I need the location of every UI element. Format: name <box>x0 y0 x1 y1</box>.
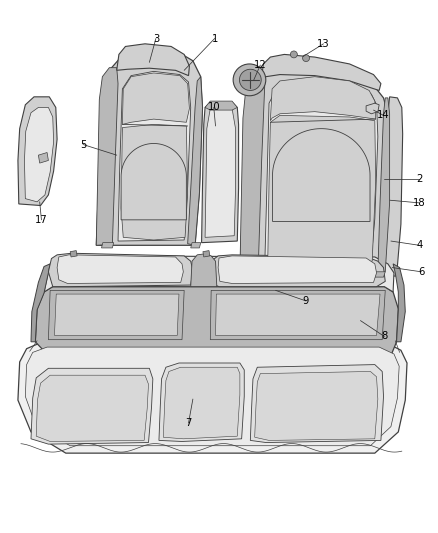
Polygon shape <box>159 363 244 441</box>
Polygon shape <box>378 98 390 272</box>
Polygon shape <box>163 367 240 439</box>
Polygon shape <box>218 256 377 284</box>
Polygon shape <box>191 254 217 287</box>
Text: 18: 18 <box>413 198 425 208</box>
Polygon shape <box>25 108 53 202</box>
Text: 5: 5 <box>80 140 86 150</box>
Polygon shape <box>96 68 118 245</box>
Polygon shape <box>54 294 179 335</box>
Polygon shape <box>251 365 384 442</box>
Polygon shape <box>57 255 184 284</box>
Text: 3: 3 <box>153 34 159 44</box>
Polygon shape <box>205 101 237 110</box>
Polygon shape <box>102 243 114 248</box>
Text: 1: 1 <box>212 34 218 44</box>
Text: 8: 8 <box>381 332 388 342</box>
Text: 14: 14 <box>377 110 390 120</box>
Polygon shape <box>268 115 376 264</box>
Polygon shape <box>31 368 153 444</box>
Polygon shape <box>70 251 77 257</box>
Polygon shape <box>31 264 50 342</box>
Polygon shape <box>44 256 394 292</box>
Ellipse shape <box>290 51 297 58</box>
Polygon shape <box>272 128 370 221</box>
Polygon shape <box>243 271 254 276</box>
Text: 13: 13 <box>317 39 330 49</box>
Polygon shape <box>205 109 236 237</box>
Polygon shape <box>270 77 376 120</box>
Polygon shape <box>203 251 210 257</box>
Polygon shape <box>117 44 189 76</box>
Polygon shape <box>36 375 148 441</box>
Text: 9: 9 <box>303 296 309 306</box>
Polygon shape <box>18 342 407 453</box>
Polygon shape <box>121 124 187 240</box>
Polygon shape <box>201 102 239 243</box>
Polygon shape <box>210 255 385 287</box>
Polygon shape <box>384 97 403 276</box>
Polygon shape <box>261 54 381 91</box>
Polygon shape <box>35 287 398 356</box>
Polygon shape <box>393 264 405 342</box>
Polygon shape <box>121 143 186 220</box>
Ellipse shape <box>233 64 266 96</box>
Ellipse shape <box>240 69 261 91</box>
Polygon shape <box>366 103 379 114</box>
Text: 6: 6 <box>418 267 424 277</box>
Polygon shape <box>118 71 191 241</box>
Text: 7: 7 <box>185 418 192 428</box>
Polygon shape <box>240 75 265 272</box>
Text: 4: 4 <box>416 240 422 251</box>
Polygon shape <box>122 73 189 124</box>
Text: 10: 10 <box>208 102 220 112</box>
Polygon shape <box>210 290 385 340</box>
Text: 17: 17 <box>35 215 48 225</box>
Polygon shape <box>48 290 184 340</box>
Ellipse shape <box>303 55 310 62</box>
Polygon shape <box>25 347 399 446</box>
Polygon shape <box>375 272 385 277</box>
Polygon shape <box>96 49 202 245</box>
Text: 2: 2 <box>416 174 422 184</box>
Polygon shape <box>254 372 378 440</box>
Polygon shape <box>48 253 193 287</box>
Text: 12: 12 <box>254 60 267 70</box>
Polygon shape <box>18 97 57 206</box>
Polygon shape <box>240 64 390 272</box>
Polygon shape <box>187 77 202 245</box>
Polygon shape <box>191 243 201 248</box>
Polygon shape <box>265 82 378 268</box>
Polygon shape <box>215 294 380 335</box>
Polygon shape <box>39 152 48 163</box>
